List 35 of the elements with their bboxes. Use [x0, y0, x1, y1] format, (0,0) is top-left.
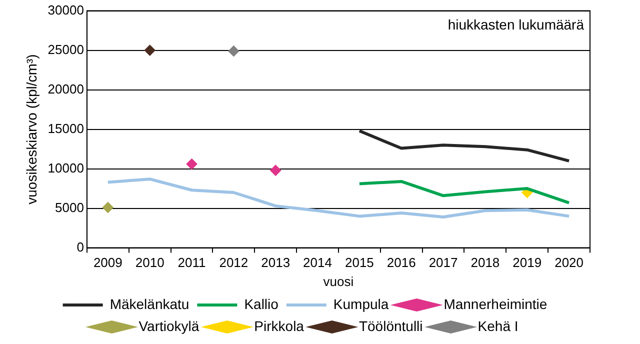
- point: [270, 164, 282, 176]
- legend-label: Kumpula: [333, 296, 389, 312]
- x-axis-title: vuosi: [323, 274, 354, 289]
- legend-label: Mäkelänkatu: [110, 296, 190, 312]
- x-tick-label: 2019: [512, 255, 542, 270]
- point: [186, 158, 198, 170]
- point: [102, 202, 114, 214]
- x-tick-label: 2020: [554, 255, 584, 270]
- legend-label: Kallio: [244, 296, 279, 312]
- legend-label: Vartiokylä: [138, 318, 200, 334]
- x-tick-label: 2011: [178, 255, 206, 270]
- point: [228, 46, 240, 57]
- x-tick-label: 2016: [386, 255, 416, 270]
- x-tick-label: 2017: [428, 255, 458, 270]
- x-tick-label: 2018: [470, 255, 500, 270]
- y-tick-label: 10000: [48, 160, 84, 176]
- y-tick-label: 30000: [48, 2, 84, 18]
- legend-label: Mannerheimintie: [444, 296, 548, 312]
- legend-label: Töölöntulli: [358, 318, 423, 334]
- legend-label: Pirkkola: [254, 318, 304, 334]
- x-tick-label: 2012: [219, 255, 248, 270]
- y-tick-label: 5000: [55, 200, 84, 215]
- y-tick-label: 0: [76, 239, 84, 254]
- point: [144, 44, 156, 56]
- y-tick-label: 15000: [48, 120, 84, 136]
- y-tick-label: 25000: [48, 42, 84, 57]
- y-axis-title: vuosikeskiarvo (kpl/cm³): [23, 54, 40, 204]
- x-tick-label: 2013: [261, 255, 290, 270]
- x-tick-label: 2014: [303, 255, 332, 270]
- annotation: hiukkasten lukumäärä: [448, 16, 584, 33]
- x-tick-label: 2015: [344, 255, 374, 270]
- x-tick-label: 2009: [93, 255, 122, 270]
- x-tick-label: 2010: [135, 255, 164, 270]
- y-tick-label: 20000: [48, 81, 84, 96]
- legend-label: Kehä I: [478, 318, 518, 334]
